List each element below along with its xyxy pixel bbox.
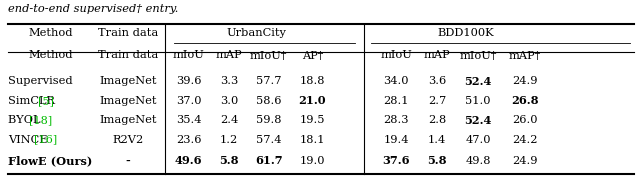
Text: SimCLR: SimCLR (8, 96, 58, 106)
Text: BDD100K: BDD100K (438, 28, 494, 38)
Text: ImageNet: ImageNet (99, 76, 157, 86)
Text: 23.6: 23.6 (176, 135, 202, 145)
Text: mAP: mAP (424, 51, 451, 60)
Text: 5.8: 5.8 (428, 155, 447, 167)
Text: 58.6: 58.6 (256, 96, 282, 106)
Text: 52.4: 52.4 (465, 115, 492, 126)
Text: [18]: [18] (29, 115, 52, 125)
Text: AP†: AP† (301, 51, 323, 60)
Text: 2.4: 2.4 (220, 115, 238, 125)
Text: mIoU†: mIoU† (460, 51, 497, 60)
Text: VINCE: VINCE (8, 135, 51, 145)
Text: 1.4: 1.4 (428, 135, 446, 145)
Text: 37.0: 37.0 (176, 96, 202, 106)
Text: mIoU: mIoU (173, 51, 205, 60)
Text: [5]: [5] (38, 96, 54, 106)
Text: Train data: Train data (98, 51, 158, 60)
Text: 52.4: 52.4 (465, 76, 492, 87)
Text: 57.7: 57.7 (256, 76, 282, 86)
Text: 28.3: 28.3 (383, 115, 409, 125)
Text: mIoU†: mIoU† (250, 51, 287, 60)
Text: Method: Method (29, 51, 74, 60)
Text: 24.2: 24.2 (512, 135, 538, 145)
Text: 26.8: 26.8 (511, 95, 538, 106)
Text: 24.9: 24.9 (512, 76, 538, 86)
Text: 21.0: 21.0 (298, 95, 326, 106)
Text: 26.0: 26.0 (512, 115, 538, 125)
Text: ImageNet: ImageNet (99, 115, 157, 125)
Text: 51.0: 51.0 (465, 96, 491, 106)
Text: 3.3: 3.3 (220, 76, 238, 86)
Text: 61.7: 61.7 (255, 155, 283, 167)
Text: mIoU: mIoU (380, 51, 412, 60)
Text: 19.0: 19.0 (300, 156, 325, 166)
Text: 18.8: 18.8 (300, 76, 325, 86)
Text: 35.4: 35.4 (176, 115, 202, 125)
Text: 24.9: 24.9 (512, 156, 538, 166)
Text: 5.8: 5.8 (220, 155, 239, 167)
Text: 3.0: 3.0 (220, 96, 238, 106)
Text: Supervised: Supervised (8, 76, 72, 86)
Text: 49.8: 49.8 (465, 156, 491, 166)
Text: [16]: [16] (34, 135, 57, 145)
Text: 18.1: 18.1 (300, 135, 325, 145)
Text: 1.2: 1.2 (220, 135, 238, 145)
Text: 37.6: 37.6 (383, 155, 410, 167)
Text: FlowE (Ours): FlowE (Ours) (8, 155, 92, 167)
Text: R2V2: R2V2 (113, 135, 143, 145)
Text: BYOL: BYOL (8, 115, 44, 125)
Text: 2.8: 2.8 (428, 115, 446, 125)
Text: Method: Method (29, 28, 74, 38)
Text: 19.4: 19.4 (383, 135, 409, 145)
Text: 57.4: 57.4 (256, 135, 282, 145)
Text: 2.7: 2.7 (428, 96, 446, 106)
Text: end-to-end supervised† entry.: end-to-end supervised† entry. (8, 4, 178, 14)
Text: -: - (125, 155, 131, 167)
Text: UrbanCity: UrbanCity (226, 28, 286, 38)
Text: ImageNet: ImageNet (99, 96, 157, 106)
Text: 34.0: 34.0 (383, 76, 409, 86)
Text: 28.1: 28.1 (383, 96, 409, 106)
Text: 47.0: 47.0 (465, 135, 491, 145)
Text: 49.6: 49.6 (175, 155, 202, 167)
Text: 39.6: 39.6 (176, 76, 202, 86)
Text: mAP: mAP (216, 51, 243, 60)
Text: 59.8: 59.8 (256, 115, 282, 125)
Text: mAP†: mAP† (509, 51, 541, 60)
Text: 3.6: 3.6 (428, 76, 446, 86)
Text: Train data: Train data (98, 28, 158, 38)
Text: 19.5: 19.5 (300, 115, 325, 125)
